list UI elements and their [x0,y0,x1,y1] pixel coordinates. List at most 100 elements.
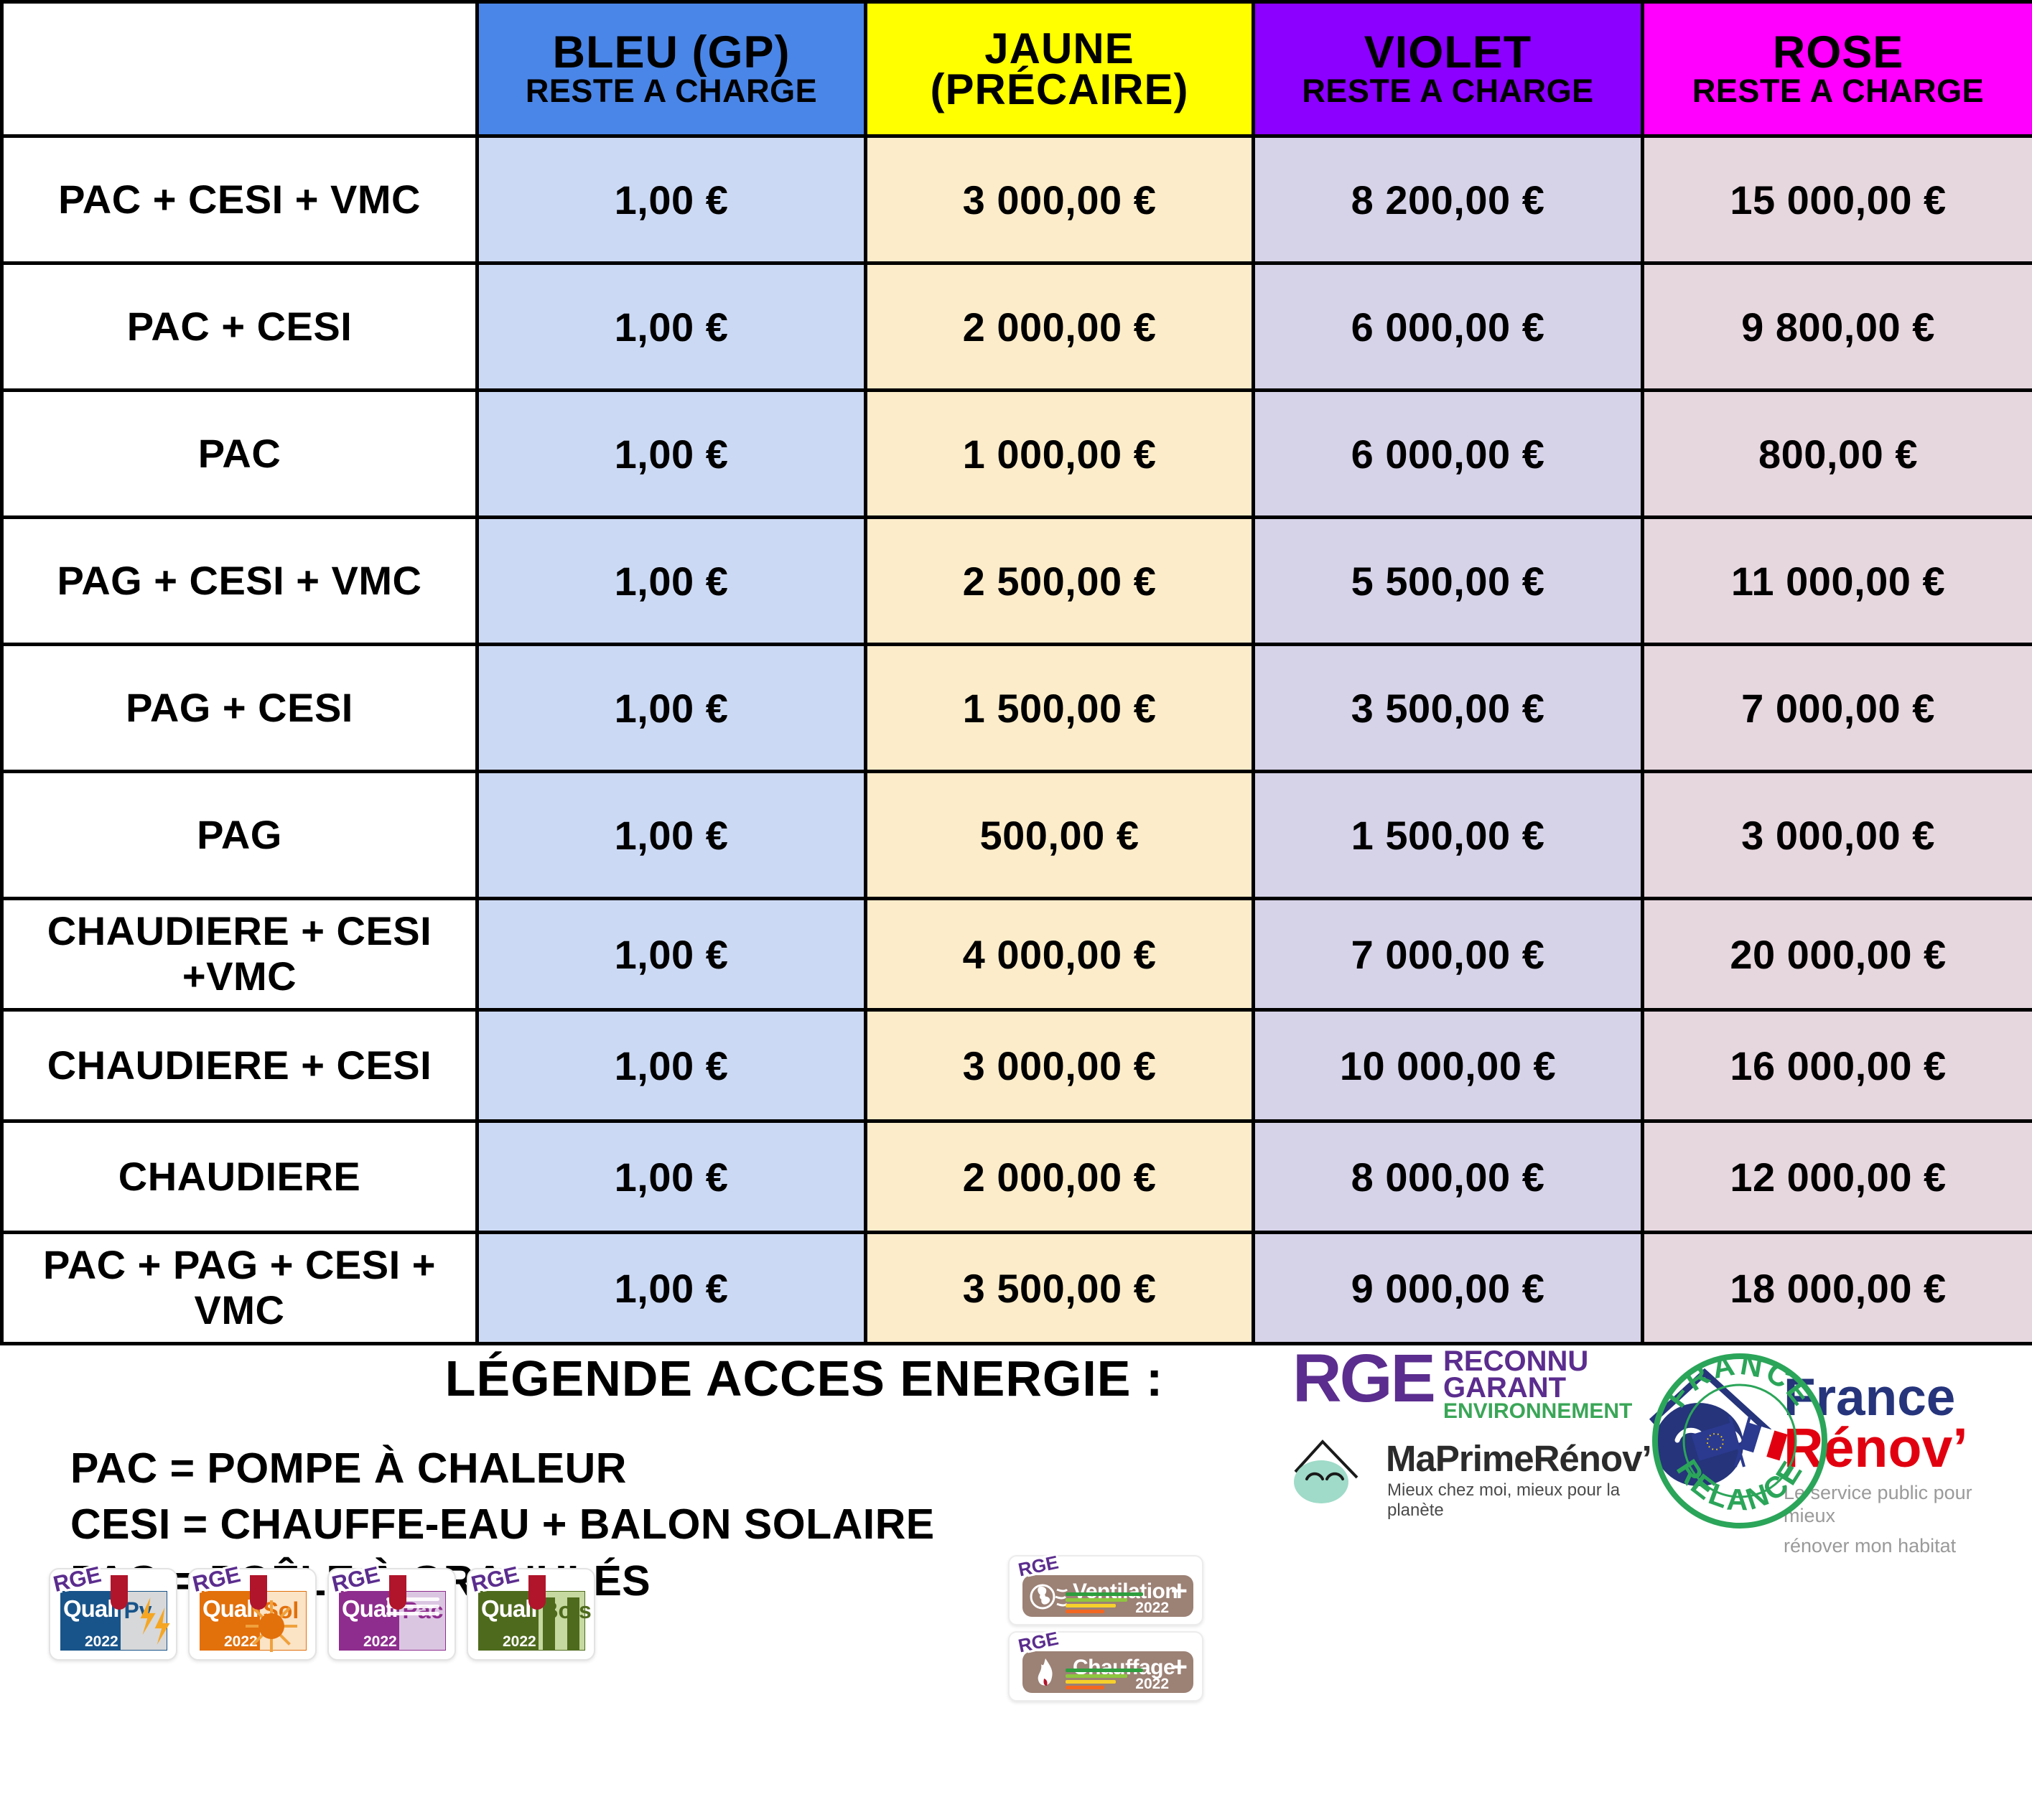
qualisol-quali-text: Quali [202,1595,259,1622]
maprimerenov-house-icon [1292,1434,1379,1503]
header-jaune-title: JAUNE [984,24,1134,73]
cell-rose: 800,00 € [1641,388,2032,519]
france-relance-top-text: FRANCE [1659,1347,1817,1414]
quali-hook-icon [250,1575,267,1610]
qualibois-year: 2022 [503,1633,536,1650]
wood-logs-icon [539,1592,584,1650]
maprimerenov-tagline: Mieux chez moi, mieux pour la planète [1387,1480,1621,1520]
cell-rose: 7 000,00 € [1641,643,2032,773]
header-rose-subtitle: RESTE A CHARGE [1692,72,1985,109]
table-row: PAG + CESI 1,00 € 1 500,00 € 3 500,00 € … [0,643,2032,773]
row-label: PAC + PAG + CESI + VMC [0,1231,479,1345]
cell-rose: 18 000,00 € [1641,1231,2032,1345]
cell-jaune: 2 500,00 € [864,515,1255,646]
rge-qualipac-badge: Quali 2022 Pac RGE [327,1562,456,1661]
header-blank-cell [0,0,479,138]
cell-violet: 10 000,00 € [1252,1008,1644,1123]
table-row: PAG + CESI + VMC 1,00 € 2 500,00 € 5 500… [0,515,2032,646]
cell-rose: 12 000,00 € [1641,1119,2032,1234]
cell-jaune: 2 000,00 € [864,261,1255,392]
legend-section: LÉGENDE ACCES ENERGIE : PAC = POMPE À CH… [0,1340,2032,1778]
energy-stripes-icon [1066,1592,1145,1613]
qualipv-year: 2022 [85,1633,118,1650]
rge-acronym: RGE [1292,1340,1436,1417]
header-jaune: JAUNE (PRÉCAIRE) [864,0,1255,138]
cell-jaune: 1 500,00 € [864,643,1255,773]
chauffage-year: 2022 [1135,1676,1169,1692]
cell-jaune: 3 000,00 € [864,134,1255,265]
rge-qualibois-badge: Quali 2022 Bois RGE [467,1562,595,1661]
row-label: CHAUDIERE + CESI [0,1008,479,1123]
france-relance-logo: FRANCE RELANCE [1650,1347,1830,1531]
header-rose: ROSE RESTE A CHARGE [1641,0,2032,138]
cell-bleu: 1,00 € [475,388,867,519]
table-row: CHAUDIERE 1,00 € 2 000,00 € 8 000,00 € 1… [0,1119,2032,1234]
cell-bleu: 1,00 € [475,770,867,900]
cell-violet: 7 000,00 € [1252,897,1644,1012]
ventilation-year: 2022 [1135,1600,1169,1616]
row-label: PAC [0,388,479,519]
cell-jaune: 1 000,00 € [864,388,1255,519]
cell-jaune: 4 000,00 € [864,897,1255,1012]
cell-jaune: 3 500,00 € [864,1231,1255,1345]
cell-violet: 1 500,00 € [1252,770,1644,900]
cell-bleu: 1,00 € [475,1231,867,1345]
quali-hook-icon [111,1575,128,1610]
air-waves-icon [386,1597,441,1626]
rge-line-environnement: ENVIRONNEMENT [1443,1399,1633,1423]
maprimerenov-logo: MaPrimeRénov’ Mieux chez moi, mieux pour… [1292,1429,1652,1520]
rge-line-reconnu: RECONNU [1443,1345,1589,1377]
header-bleu-subtitle: RESTE A CHARGE [525,72,818,109]
cell-rose: 3 000,00 € [1641,770,2032,900]
cell-violet: 8 000,00 € [1252,1119,1644,1234]
legend-title: LÉGENDE ACCES ENERGIE : [444,1350,1164,1406]
row-label: PAG [0,770,479,900]
header-jaune-subtitle: (PRÉCAIRE) [930,65,1189,113]
cell-violet: 6 000,00 € [1252,261,1644,392]
header-violet: VIOLET RESTE A CHARGE [1252,0,1644,138]
ventilation-fan-icon [1030,1579,1068,1617]
cell-violet: 9 000,00 € [1252,1231,1644,1345]
cell-rose: 11 000,00 € [1641,515,2032,646]
table-body: PAC + CESI + VMC 1,00 € 3 000,00 € 8 200… [0,134,2032,1345]
cell-violet: 6 000,00 € [1252,388,1644,519]
cell-jaune: 2 000,00 € [864,1119,1255,1234]
qualibois-word: Bois [541,1597,592,1623]
qualipac-year: 2022 [363,1633,397,1650]
rge-chauffage-plus-badge: Chauffage + 2022 RGE [1008,1627,1203,1702]
france-renov-line2: Rénov’ [1784,1417,1968,1480]
aid-amounts-table: BLEU (GP) RESTE A CHARGE JAUNE (PRÉCAIRE… [0,0,2032,1345]
flame-icon [1030,1656,1068,1693]
svg-text:FRANCE: FRANCE [1659,1351,1820,1414]
quali-hook-icon [389,1575,406,1610]
france-renov-tagline-2: rénover mon habitat [1784,1535,1957,1557]
rge-ventilation-plus-badge: Ventilation + 2022 RGE [1008,1551,1203,1625]
table-row: PAC + PAG + CESI + VMC 1,00 € 3 500,00 €… [0,1231,2032,1345]
rge-reconnu-garant-logo: RGE RECONNU GARANT ENVIRONNEMENT [1292,1340,1632,1426]
header-violet-subtitle: RESTE A CHARGE [1302,72,1594,109]
cell-bleu: 1,00 € [475,1008,867,1123]
table-row: PAC + CESI + VMC 1,00 € 3 000,00 € 8 200… [0,134,2032,265]
cell-jaune: 500,00 € [864,770,1255,900]
table-row: PAC 1,00 € 1 000,00 € 6 000,00 € 800,00 … [0,388,2032,519]
qualisol-year: 2022 [224,1633,258,1650]
maprimerenov-name: MaPrimeRénov’ [1386,1438,1652,1479]
ventilation-plus-sign: + [1170,1575,1188,1607]
qualipac-word: Pac [402,1597,444,1623]
table-row: PAG 1,00 € 500,00 € 1 500,00 € 3 000,00 … [0,770,2032,900]
cell-rose: 20 000,00 € [1641,897,2032,1012]
row-label: PAC + CESI + VMC [0,134,479,265]
row-label: CHAUDIERE + CESI +VMC [0,897,479,1012]
cell-rose: 9 800,00 € [1641,261,2032,392]
cell-bleu: 1,00 € [475,1119,867,1234]
header-bleu: BLEU (GP) RESTE A CHARGE [475,0,867,138]
table-row: PAC + CESI 1,00 € 2 000,00 € 6 000,00 € … [0,261,2032,392]
cell-rose: 15 000,00 € [1641,134,2032,265]
rge-line-garant: GARANT [1443,1371,1567,1404]
table-row: CHAUDIERE + CESI 1,00 € 3 000,00 € 10 00… [0,1008,2032,1123]
cell-jaune: 3 000,00 € [864,1008,1255,1123]
cell-bleu: 1,00 € [475,897,867,1012]
table-header-row: BLEU (GP) RESTE A CHARGE JAUNE (PRÉCAIRE… [0,0,2032,138]
row-label: PAG + CESI + VMC [0,515,479,646]
quali-hook-icon [528,1575,546,1610]
